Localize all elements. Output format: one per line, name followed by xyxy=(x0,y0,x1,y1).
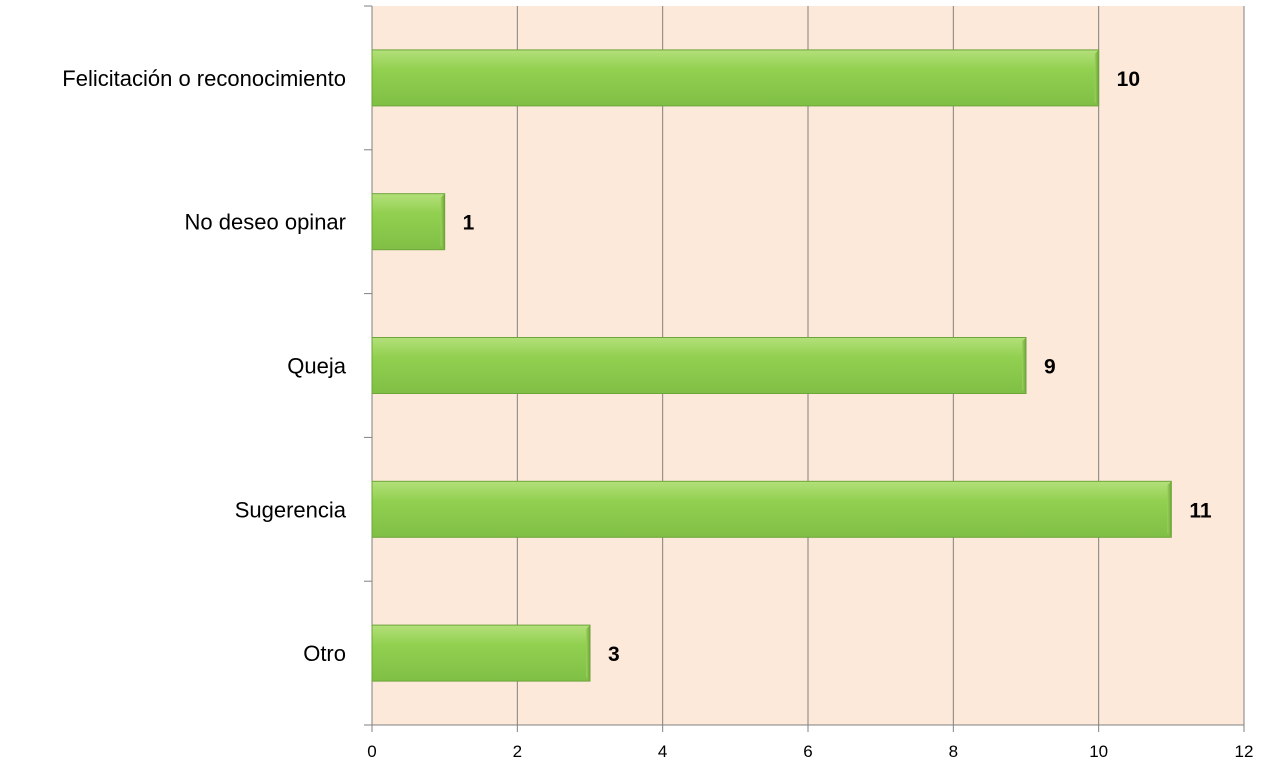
bar xyxy=(371,193,446,251)
bar-face xyxy=(372,481,1172,538)
x-tick-label: 0 xyxy=(367,742,376,761)
bar-end-cap xyxy=(1094,49,1099,106)
bar-face xyxy=(372,625,590,682)
data-label: 9 xyxy=(1044,356,1056,379)
bar-outline xyxy=(371,49,1100,107)
category-label: Queja xyxy=(287,354,346,379)
bars xyxy=(371,49,1172,682)
bar xyxy=(371,624,591,682)
x-tick-label: 4 xyxy=(658,742,667,761)
x-tick-label: 6 xyxy=(803,742,812,761)
bar-end-cap xyxy=(1022,337,1026,394)
data-label: 1 xyxy=(463,212,475,235)
bar-face xyxy=(372,337,1026,394)
bar-face xyxy=(372,193,445,250)
labels: 0 2 4 6 8 10 12 Felicitación o reconocimiento 10… xyxy=(62,66,1253,761)
bar-face xyxy=(372,49,1099,106)
bar-outline xyxy=(371,193,446,251)
x-tick-label: 2 xyxy=(513,742,522,761)
x-tick-label: 12 xyxy=(1235,742,1254,761)
bar-end-cap xyxy=(586,625,590,682)
data-label: 10 xyxy=(1117,68,1140,91)
bar-outline xyxy=(371,337,1027,394)
category-label: No deseo opinar xyxy=(185,210,346,235)
bar-outline xyxy=(371,624,591,682)
data-label: 11 xyxy=(1189,499,1212,522)
category-label: Otro xyxy=(303,641,346,666)
bar xyxy=(371,337,1027,394)
bar-outline xyxy=(371,480,1172,538)
category-label: Felicitación o reconocimiento xyxy=(62,66,346,91)
x-tick-label: 10 xyxy=(1089,742,1108,761)
bar xyxy=(371,49,1100,107)
bar-end-cap xyxy=(440,193,445,250)
data-label: 3 xyxy=(608,643,620,666)
bar xyxy=(371,480,1172,538)
x-tick-label: 8 xyxy=(949,742,958,761)
bar-end-cap xyxy=(1167,481,1172,538)
category-label: Sugerencia xyxy=(235,497,347,522)
